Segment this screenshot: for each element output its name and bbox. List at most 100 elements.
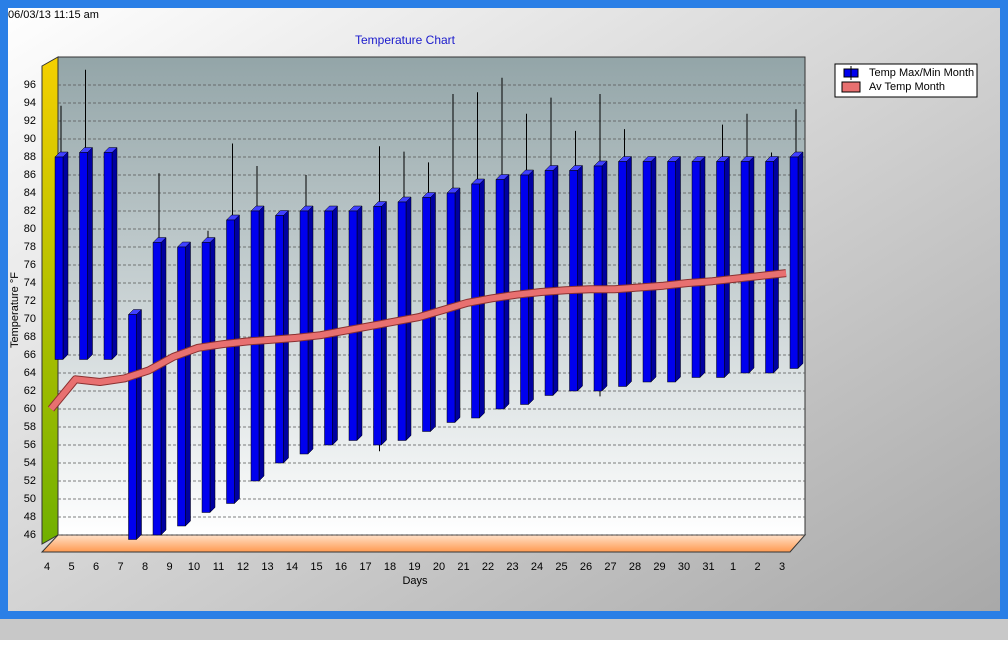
bar [716,161,725,378]
y-tick-label: 54 [24,457,36,469]
bar-side [136,308,142,541]
bar [789,156,799,369]
x-tick-label: 15 [310,561,322,573]
timestamp: 06/03/13 11:15 am [8,9,99,21]
bar [593,165,603,392]
legend-swatch [841,81,861,93]
y-tick-label: 96 [24,79,36,91]
x-tick-label: 10 [188,561,200,573]
x-tick-label: 19 [408,561,420,573]
bar-side [160,236,167,536]
bar-side [699,155,706,379]
y-tick-label: 90 [24,133,36,145]
bar [324,210,333,446]
bar-side [307,205,314,455]
bar [642,161,652,383]
x-tick-label: 31 [702,561,714,573]
bar [569,170,578,392]
x-tick-label: 25 [555,561,567,573]
y-tick-label: 58 [24,421,36,433]
bar [226,219,235,504]
bar-side [650,155,657,383]
x-tick-label: 4 [44,561,50,573]
bar-side [577,164,583,392]
x-tick-label: 2 [754,561,760,573]
bar [54,156,64,360]
bar [103,152,113,360]
x-axis-title: Days [402,575,428,587]
x-tick-label: 13 [261,561,273,573]
y-tick-label: 56 [24,439,36,451]
bar-side [552,164,559,397]
bar-side [209,236,216,514]
bar [618,161,627,387]
x-tick-label: 22 [482,561,494,573]
x-tick-label: 12 [237,561,249,573]
x-tick-label: 23 [506,561,518,573]
y-tick-label: 86 [24,169,36,181]
y-tick-label: 72 [24,295,36,307]
bar-side [62,151,69,361]
avg-line [48,270,787,411]
bar-side [675,155,681,383]
bar [201,242,211,513]
x-tick-label: 28 [629,561,641,573]
y-tick-label: 62 [24,385,36,397]
bar-side [185,241,191,527]
y-tick-label: 64 [24,367,36,379]
bar-side [111,146,118,361]
bar [79,152,88,360]
bar-side [528,169,534,406]
x-tick-label: 17 [359,561,371,573]
y-tick-label: 80 [24,223,36,235]
bar-side [626,155,632,388]
bar-side [503,173,510,410]
y-tick-label: 46 [24,529,36,541]
bar [250,210,260,482]
y-tick-label: 78 [24,241,36,253]
x-tick-label: 21 [457,561,469,573]
bar-side [87,146,93,361]
bar [765,161,774,374]
x-tick-label: 3 [779,561,785,573]
x-tick-label: 18 [384,561,396,573]
x-tick-label: 8 [142,561,148,573]
floor [40,534,807,553]
bar [667,161,676,383]
bar [152,242,162,536]
x-tick-label: 30 [678,561,690,573]
bar [128,314,137,540]
x-tick-label: 29 [653,561,665,573]
y-tick-label: 82 [24,205,36,217]
y-tick-label: 50 [24,493,36,505]
y-tick-label: 48 [24,511,36,523]
y-tick-label: 88 [24,151,36,163]
bottom-strip [0,619,1008,640]
x-tick-label: 16 [335,561,347,573]
x-tick-label: 26 [580,561,592,573]
x-tick-label: 20 [433,561,445,573]
y-axis-title: Temperature °F [9,272,21,348]
y-tick-label: 60 [24,403,36,415]
bar [544,170,554,396]
legend-label: Av Temp Month [869,81,945,93]
y-tick-label: 76 [24,259,36,271]
bar-side [773,155,779,374]
y-tick-label: 52 [24,475,36,487]
chart-title: Temperature Chart [355,33,456,47]
bar-side [332,205,338,446]
bar-side [601,160,608,392]
x-tick-label: 24 [531,561,543,573]
y-tick-label: 74 [24,277,36,289]
bar-side [748,155,755,374]
x-tick-label: 6 [93,561,99,573]
legend-label: Temp Max/Min Month [869,67,974,79]
bar [740,161,750,374]
y-tick-label: 84 [24,187,36,199]
x-tick-label: 14 [286,561,298,573]
x-tick-label: 27 [604,561,616,573]
bar [299,210,309,455]
y-tick-label: 66 [24,349,36,361]
bar-side [797,151,804,370]
